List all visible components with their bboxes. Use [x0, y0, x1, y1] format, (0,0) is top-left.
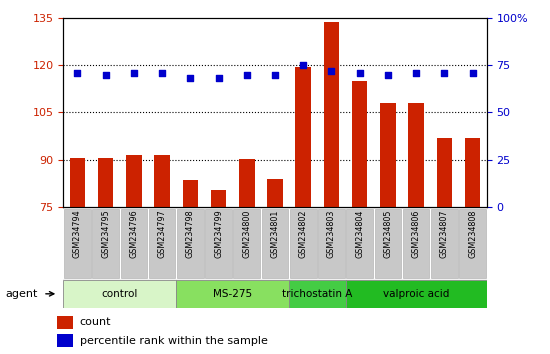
Text: GSM234801: GSM234801 — [271, 209, 279, 258]
FancyBboxPatch shape — [346, 209, 373, 278]
Bar — [380, 103, 395, 207]
Text: GSM234798: GSM234798 — [186, 209, 195, 258]
Point — [158, 70, 167, 75]
Point — [327, 68, 336, 74]
Point — [383, 72, 392, 78]
Text: count: count — [80, 317, 111, 327]
Bar — [126, 155, 141, 207]
Text: trichostatin A: trichostatin A — [282, 289, 353, 299]
Point — [186, 75, 195, 81]
Text: GSM234806: GSM234806 — [411, 209, 421, 258]
Bar — [155, 155, 170, 207]
Bar — [409, 103, 424, 207]
Text: GSM234799: GSM234799 — [214, 209, 223, 258]
Bar — [324, 22, 339, 207]
Text: GSM234803: GSM234803 — [327, 209, 336, 258]
Bar — [352, 81, 367, 207]
FancyBboxPatch shape — [92, 209, 119, 278]
Bar — [267, 179, 283, 207]
Bar — [239, 159, 255, 207]
Bar — [465, 138, 480, 207]
FancyBboxPatch shape — [63, 280, 176, 308]
FancyBboxPatch shape — [262, 209, 288, 278]
Point — [299, 62, 307, 68]
FancyBboxPatch shape — [176, 280, 289, 308]
Bar — [57, 334, 73, 347]
Text: GSM234794: GSM234794 — [73, 209, 82, 258]
FancyBboxPatch shape — [177, 209, 204, 278]
Point — [101, 72, 110, 78]
Point — [355, 70, 364, 75]
Text: percentile rank within the sample: percentile rank within the sample — [80, 336, 268, 346]
Text: valproic acid: valproic acid — [383, 289, 449, 299]
Point — [468, 70, 477, 75]
Bar — [183, 180, 198, 207]
Text: agent: agent — [6, 289, 38, 299]
FancyBboxPatch shape — [318, 209, 345, 278]
FancyBboxPatch shape — [290, 209, 316, 278]
Text: GSM234800: GSM234800 — [242, 209, 251, 258]
Point — [129, 70, 138, 75]
Bar — [98, 158, 113, 207]
FancyBboxPatch shape — [205, 209, 232, 278]
Point — [440, 70, 449, 75]
Point — [73, 70, 82, 75]
FancyBboxPatch shape — [289, 280, 345, 308]
Text: GSM234802: GSM234802 — [299, 209, 308, 258]
Point — [271, 72, 279, 78]
Point — [214, 75, 223, 81]
Point — [412, 70, 421, 75]
FancyBboxPatch shape — [64, 209, 91, 278]
Text: GSM234808: GSM234808 — [468, 209, 477, 258]
Bar — [70, 158, 85, 207]
Text: GSM234807: GSM234807 — [440, 209, 449, 258]
FancyBboxPatch shape — [459, 209, 486, 278]
FancyBboxPatch shape — [234, 209, 260, 278]
Text: control: control — [102, 289, 138, 299]
Text: GSM234805: GSM234805 — [383, 209, 393, 258]
FancyBboxPatch shape — [375, 209, 401, 278]
Bar — [211, 190, 226, 207]
FancyBboxPatch shape — [345, 280, 487, 308]
Bar — [295, 67, 311, 207]
FancyBboxPatch shape — [149, 209, 175, 278]
FancyBboxPatch shape — [120, 209, 147, 278]
Text: MS-275: MS-275 — [213, 289, 252, 299]
Bar — [437, 138, 452, 207]
Point — [243, 72, 251, 78]
Bar — [57, 316, 73, 329]
FancyBboxPatch shape — [403, 209, 430, 278]
FancyBboxPatch shape — [431, 209, 458, 278]
Text: GSM234795: GSM234795 — [101, 209, 110, 258]
Text: GSM234804: GSM234804 — [355, 209, 364, 258]
Text: GSM234797: GSM234797 — [157, 209, 167, 258]
Text: GSM234796: GSM234796 — [129, 209, 139, 258]
